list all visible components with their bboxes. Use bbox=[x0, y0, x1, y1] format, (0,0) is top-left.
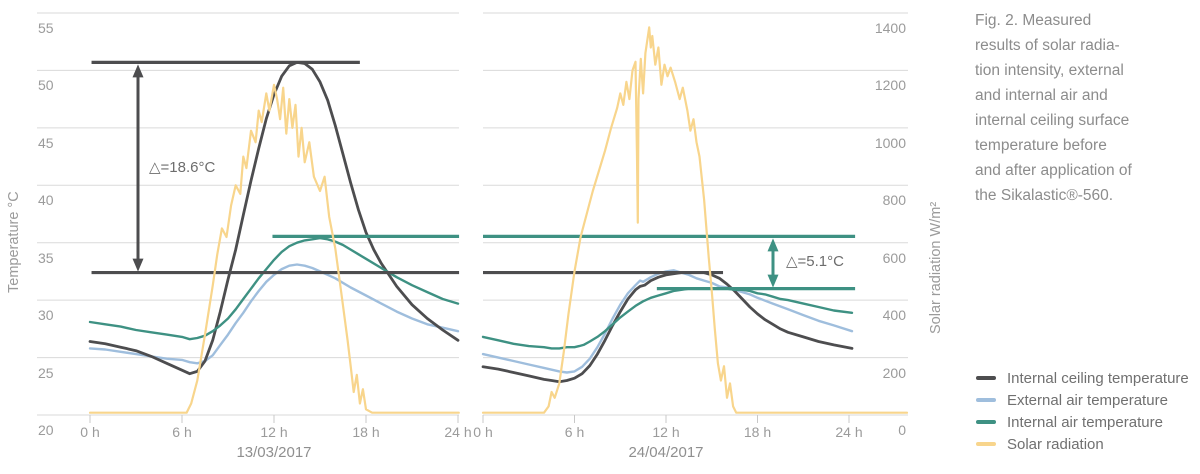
x-axis-tick-label: 24 h bbox=[444, 424, 472, 440]
legend-label: External air temperature bbox=[1007, 391, 1168, 409]
panel-date-after: 24/04/2017 bbox=[628, 444, 704, 461]
x-axis-tick-label: 18 h bbox=[352, 424, 380, 440]
x-axis-tick-label: 12 h bbox=[652, 424, 680, 440]
solar-curve bbox=[481, 26, 909, 414]
solar-tick-label: 1400 bbox=[874, 20, 906, 36]
legend-label: Internal ceiling temperature bbox=[1007, 369, 1189, 387]
solar-tick-label: 1200 bbox=[874, 77, 906, 94]
y-axis-title-temperature: Temperature °C bbox=[6, 191, 22, 293]
delta-annotation-label-after: △=5.1°C bbox=[786, 253, 844, 270]
legend-item-external-air: External air temperature bbox=[976, 389, 1189, 411]
temperature-tick-label: 55 bbox=[38, 20, 54, 36]
solar-tick-label: 0 bbox=[898, 422, 906, 438]
legend-label: Solar radiation bbox=[1007, 435, 1104, 453]
delta-annotation-label-before: △=18.6°C bbox=[149, 159, 216, 176]
x-axis-tick-label: 0 h bbox=[473, 424, 493, 440]
temperature-tick-label: 40 bbox=[38, 192, 54, 209]
solar-curve bbox=[88, 83, 460, 414]
internal-ceiling-swatch-icon bbox=[976, 375, 996, 381]
y-axis-title-solar-radiation: Solar radiation W/m² bbox=[928, 201, 944, 334]
solar-tick-label: 400 bbox=[882, 307, 906, 324]
external_air-curve bbox=[88, 263, 460, 365]
solar-tick-label: 200 bbox=[882, 364, 906, 381]
temperature-tick-label: 20 bbox=[38, 422, 54, 438]
temperature-tick-label: 50 bbox=[38, 77, 54, 94]
chart-legend: Internal ceiling temperature External ai… bbox=[976, 367, 1189, 455]
solar-tick-label: 1000 bbox=[874, 134, 906, 151]
x-axis-tick-label: 24 h bbox=[835, 424, 863, 440]
legend-item-internal-air: Internal air temperature bbox=[976, 411, 1189, 433]
internal_air-curve bbox=[88, 236, 460, 341]
x-axis-tick-label: 6 h bbox=[172, 424, 192, 440]
temperature-tick-label: 25 bbox=[38, 364, 54, 381]
legend-item-solar-radiation: Solar radiation bbox=[976, 433, 1189, 455]
legend-label: Internal air temperature bbox=[1007, 413, 1163, 431]
x-axis-tick-label: 0 h bbox=[80, 424, 100, 440]
figure-caption: Fig. 2. Measured results of solar radia-… bbox=[975, 12, 1132, 204]
delta-arrow-head-down bbox=[132, 258, 144, 272]
internal_air-curve bbox=[481, 287, 854, 350]
legend-item-internal-ceiling: Internal ceiling temperature bbox=[976, 367, 1189, 389]
panel-date-before: 13/03/2017 bbox=[236, 444, 312, 461]
delta-arrow-head-up bbox=[767, 238, 779, 252]
internal_ceiling-curve bbox=[88, 61, 460, 376]
temperature-tick-label: 30 bbox=[38, 307, 54, 324]
temperature-tick-label: 35 bbox=[38, 249, 54, 266]
solar-radiation-swatch-icon bbox=[976, 441, 996, 447]
delta-arrow-head-up bbox=[132, 64, 144, 78]
x-axis-tick-label: 12 h bbox=[260, 424, 288, 440]
solar-tick-label: 600 bbox=[882, 249, 906, 266]
x-axis-tick-label: 18 h bbox=[743, 424, 772, 440]
internal_ceiling-curve bbox=[481, 271, 854, 384]
x-axis-tick-label: 6 h bbox=[564, 424, 585, 440]
delta-arrow-head-down bbox=[767, 274, 779, 288]
solar-tick-label: 800 bbox=[882, 192, 906, 209]
temperature-tick-label: 45 bbox=[38, 134, 54, 151]
internal-air-swatch-icon bbox=[976, 419, 996, 425]
external-air-swatch-icon bbox=[976, 397, 996, 403]
